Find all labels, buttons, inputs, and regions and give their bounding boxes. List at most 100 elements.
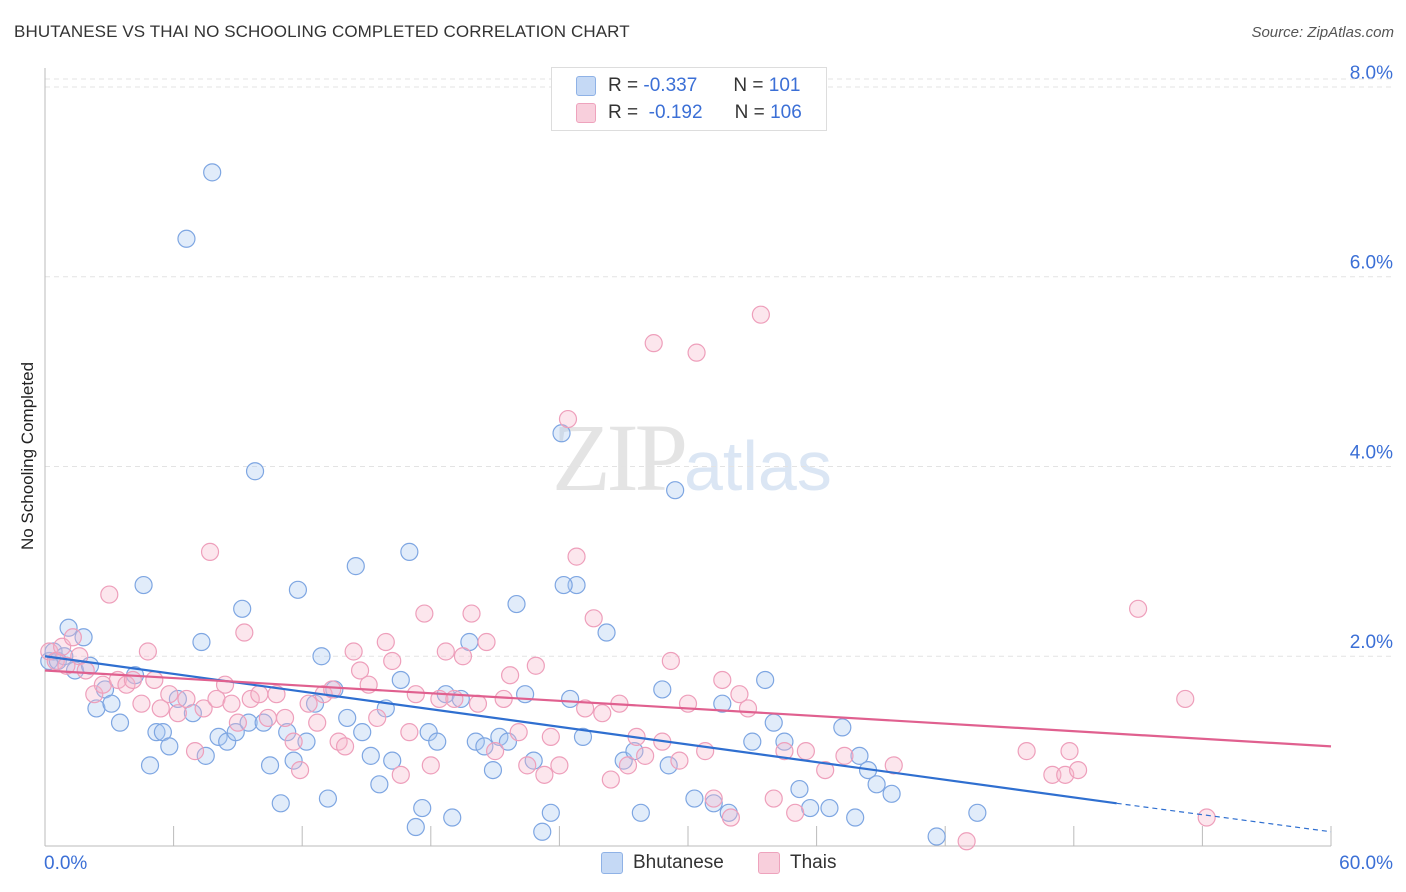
bhutanese-point xyxy=(867,775,886,794)
thais-point xyxy=(509,723,528,742)
thais-point xyxy=(406,685,425,704)
thais-point xyxy=(63,628,82,647)
thais-point xyxy=(1068,760,1088,780)
bhutanese-point xyxy=(284,751,303,770)
bhutanese-point xyxy=(561,689,580,709)
bhutanese-point xyxy=(659,756,678,775)
thais-point xyxy=(323,680,342,699)
thais-point xyxy=(957,832,976,851)
thais-point xyxy=(550,756,569,775)
legend-label-thais: Thais xyxy=(790,852,837,873)
thais-point xyxy=(350,661,370,680)
bhutanese-point xyxy=(383,751,402,770)
bhutanese-point xyxy=(245,462,265,481)
thais-point xyxy=(704,789,723,808)
thais-point xyxy=(576,699,595,718)
bhutanese-point xyxy=(406,817,425,837)
bhutanese-point xyxy=(743,732,762,751)
legend-r-label: R = xyxy=(608,102,639,123)
thais-point xyxy=(661,651,680,671)
bhutanese-point xyxy=(573,727,593,746)
thais-point xyxy=(1060,742,1079,761)
watermark: ZIPatlas xyxy=(552,402,832,513)
bhutanese-point xyxy=(196,746,215,765)
bhutanese-point xyxy=(801,798,820,818)
bhutanese-point xyxy=(160,737,179,756)
legend-n-value: 101 xyxy=(768,75,801,96)
bhutanese-point xyxy=(346,557,365,576)
thais-point xyxy=(486,742,505,761)
thais-point xyxy=(835,746,854,765)
thais-point xyxy=(462,604,481,623)
bhutanese-point xyxy=(59,618,78,637)
thais-point xyxy=(721,808,740,827)
bhutanese-point xyxy=(846,808,865,827)
thais-point xyxy=(436,642,455,661)
thais-point xyxy=(138,642,157,661)
thais-point xyxy=(453,647,473,666)
legend-label-bhutanese: Bhutanese xyxy=(633,852,724,873)
bhutanese-point xyxy=(850,746,869,765)
bhutanese-point xyxy=(631,803,650,822)
legend-n-value: 106 xyxy=(770,102,802,123)
legend-row-bhutanese: R = -0.337 N = 101 xyxy=(576,74,800,98)
thais-point xyxy=(400,723,419,742)
thais-point xyxy=(445,689,464,709)
bhutanese-point xyxy=(209,727,228,746)
bhutanese-point xyxy=(554,575,573,595)
bhutanese-point xyxy=(271,794,290,813)
bhutanese-point xyxy=(882,784,901,803)
thais-point xyxy=(335,737,355,756)
chart-title: BHUTANESE VS THAI NO SCHOOLING COMPLETED… xyxy=(14,22,630,41)
thais-point xyxy=(477,632,496,652)
thais-point xyxy=(601,770,620,789)
thais-point xyxy=(415,604,434,623)
bhutanese-point xyxy=(533,822,552,841)
bhutanese-point xyxy=(820,798,839,818)
bhutanese-point xyxy=(370,775,389,794)
thais-point xyxy=(670,751,689,770)
bhutanese-point xyxy=(475,737,494,756)
thais-point xyxy=(884,756,903,775)
bhutanese-trend-extension xyxy=(1116,802,1332,833)
legend-swatch-bhutanese xyxy=(601,852,623,874)
bhutanese-point xyxy=(297,732,316,751)
thais-point xyxy=(228,713,247,732)
legend-n-label: N = xyxy=(733,75,764,96)
thais-point xyxy=(1197,808,1216,827)
thais-point xyxy=(185,742,205,761)
thais-point xyxy=(299,694,318,713)
bhutanese-point xyxy=(74,628,93,647)
y-tick-label: 6.0% xyxy=(1350,253,1393,274)
bhutanese-point xyxy=(968,803,987,822)
bhutanese-point xyxy=(927,827,946,846)
bhutanese-point xyxy=(775,732,794,751)
legend-swatch-thais xyxy=(576,103,596,123)
y-tick-label: 4.0% xyxy=(1350,442,1393,463)
series-legend: Bhutanese Thais xyxy=(0,852,1406,876)
bhutanese-point xyxy=(312,647,331,666)
thais-point xyxy=(738,699,758,718)
thais-point xyxy=(687,343,706,362)
thais-point xyxy=(816,760,835,780)
thais-point xyxy=(421,756,440,775)
y-tick-label: 2.0% xyxy=(1350,632,1393,653)
thais-point xyxy=(1128,599,1148,618)
bhutanese-point xyxy=(685,789,704,808)
thais-point xyxy=(796,742,815,761)
thais-point xyxy=(468,694,488,713)
legend-r-value: -0.192 xyxy=(648,102,703,123)
thais-point xyxy=(168,704,187,723)
legend-r-value: -0.337 xyxy=(643,75,698,96)
thais-point xyxy=(100,585,119,604)
thais-point xyxy=(76,661,95,680)
bhutanese-point xyxy=(483,760,503,780)
legend-r-label: R = xyxy=(608,75,639,96)
thais-point xyxy=(308,713,327,732)
y-axis-label: No Schooling Completed xyxy=(18,361,37,551)
bhutanese-point xyxy=(338,708,357,728)
thais-point xyxy=(636,746,655,765)
bhutanese-point xyxy=(490,727,509,746)
bhutanese-point xyxy=(443,808,462,827)
thais-point xyxy=(284,732,303,751)
